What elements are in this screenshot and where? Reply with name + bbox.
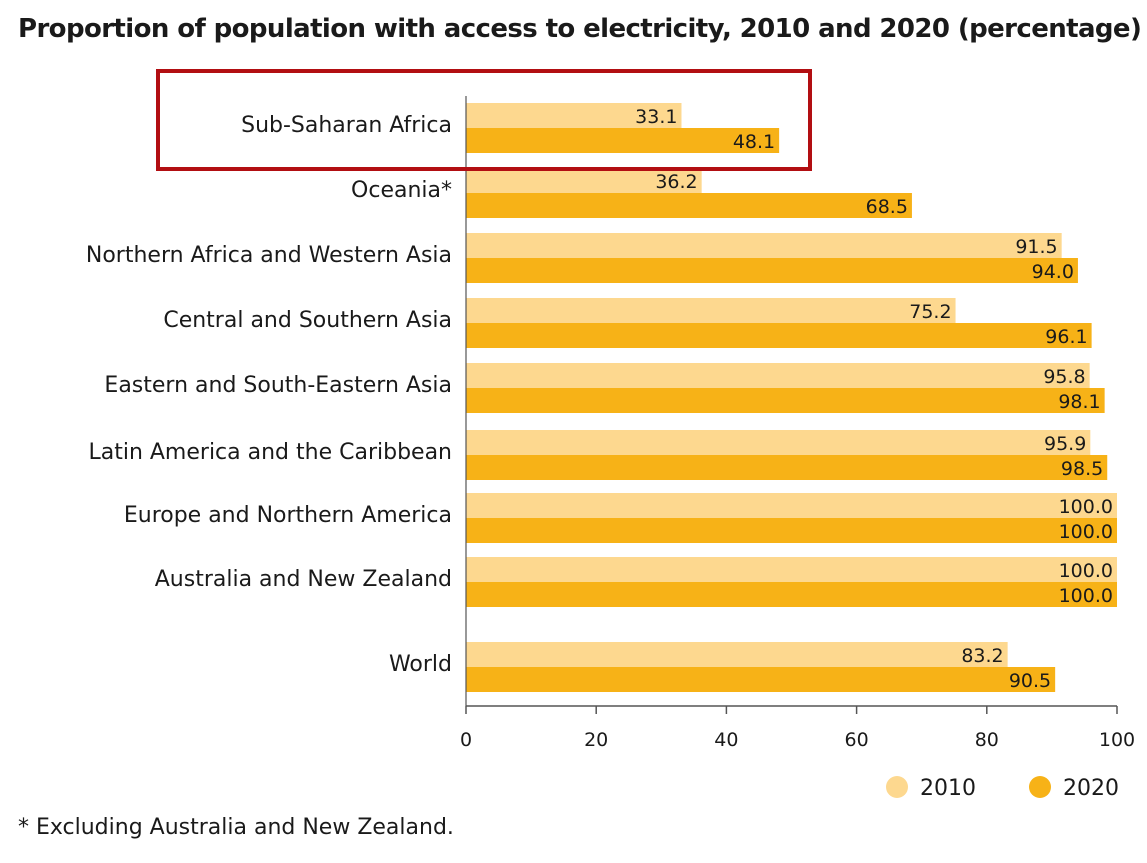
value-label-2020: 90.5 <box>1009 670 1051 692</box>
bar-2020-eastern-and-south-eastern-asia <box>466 388 1105 413</box>
bar-2020-sub-saharan-africa <box>466 128 780 153</box>
legend-swatch-2020 <box>1029 776 1051 798</box>
x-axis: 0 20 40 60 80 100 <box>460 96 1135 751</box>
category-label: Sub-Saharan Africa <box>241 113 452 138</box>
category-label: Central and Southern Asia <box>163 308 452 333</box>
bar-2020-latin-america-and-the-caribbean <box>466 455 1108 480</box>
bar-2010-oceania <box>466 168 702 193</box>
value-label-2010: 95.8 <box>1043 366 1085 388</box>
value-label-2010: 33.1 <box>635 106 677 128</box>
value-label-2020: 98.1 <box>1058 391 1100 413</box>
bar-2010-latin-america-and-the-caribbean <box>466 430 1091 455</box>
x-tick-label: 100 <box>1099 729 1135 751</box>
bar-2020-central-and-southern-asia <box>466 323 1092 348</box>
highlight-box <box>156 69 812 171</box>
bar-2020-australia-and-new-zealand <box>466 582 1117 607</box>
value-label-2010: 95.9 <box>1044 433 1086 455</box>
legend-label-2010: 2010 <box>920 776 976 801</box>
bar-2020-europe-and-northern-america <box>466 518 1117 543</box>
value-label-2010: 100.0 <box>1059 560 1113 582</box>
category-label: World <box>389 652 452 677</box>
value-label-2020: 94.0 <box>1032 261 1074 283</box>
bar-2020-oceania <box>466 193 912 218</box>
category-label: Australia and New Zealand <box>155 567 452 592</box>
legend-label-2020: 2020 <box>1063 776 1119 801</box>
value-label-2010: 75.2 <box>909 301 951 323</box>
x-tick-label: 20 <box>584 729 608 751</box>
value-label-2010: 91.5 <box>1015 236 1057 258</box>
value-label-2020: 100.0 <box>1059 521 1113 543</box>
bar-2020-world <box>466 667 1056 692</box>
bar-2010-europe-and-northern-america <box>466 493 1117 518</box>
footnote: * Excluding Australia and New Zealand. <box>18 815 454 840</box>
bar-2010-world <box>466 642 1008 667</box>
value-label-2010: 83.2 <box>961 645 1003 667</box>
value-label-2020: 68.5 <box>866 196 908 218</box>
category-label: Oceania* <box>351 178 452 203</box>
value-label-2020: 96.1 <box>1045 326 1087 348</box>
value-label-2020: 48.1 <box>733 131 775 153</box>
x-tick-label: 80 <box>975 729 999 751</box>
bar-2010-australia-and-new-zealand <box>466 557 1117 582</box>
bar-2010-sub-saharan-africa <box>466 103 682 128</box>
highlight-layer <box>156 69 812 171</box>
value-label-2010: 36.2 <box>655 171 697 193</box>
value-label-2020: 98.5 <box>1061 458 1103 480</box>
value-label-2010: 100.0 <box>1059 496 1113 518</box>
x-tick-label: 60 <box>845 729 869 751</box>
legend-swatch-2010 <box>886 776 908 798</box>
bars-layer <box>466 103 1117 692</box>
bar-2010-northern-africa-and-western-asia <box>466 233 1062 258</box>
category-label: Eastern and South-Eastern Asia <box>104 373 452 398</box>
labels-layer: Sub-Saharan Africa 33.1 48.1 Oceania* 36.2 68… <box>86 106 1113 692</box>
category-label: Northern Africa and Western Asia <box>86 243 452 268</box>
chart-title: Proportion of population with access to … <box>18 14 1142 44</box>
category-label: Latin America and the Caribbean <box>88 440 452 465</box>
bar-2010-central-and-southern-asia <box>466 298 956 323</box>
x-tick-label: 40 <box>714 729 738 751</box>
bar-2020-northern-africa-and-western-asia <box>466 258 1078 283</box>
value-label-2020: 100.0 <box>1059 585 1113 607</box>
legend: 2010 2020 <box>886 776 1119 801</box>
x-tick-label: 0 <box>460 729 472 751</box>
category-label: Europe and Northern America <box>124 503 452 528</box>
bar-2010-eastern-and-south-eastern-asia <box>466 363 1090 388</box>
